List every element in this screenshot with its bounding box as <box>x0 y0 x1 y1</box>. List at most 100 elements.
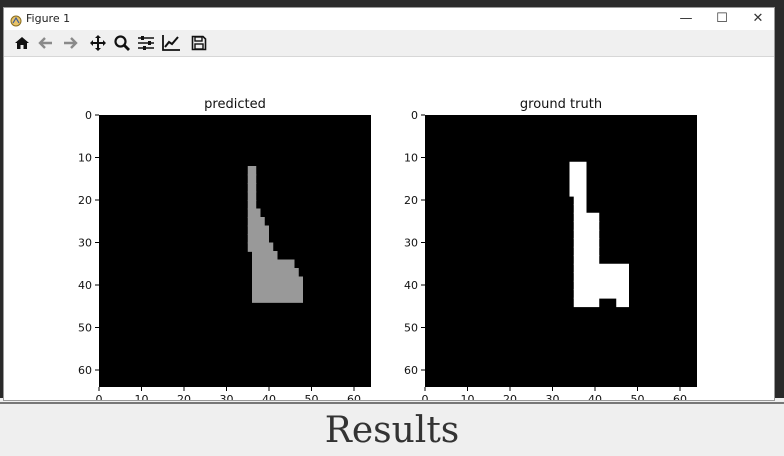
y-tick-label: 40 <box>78 279 92 292</box>
y-tick-label: 10 <box>78 152 92 165</box>
predicted-title: predicted <box>204 97 266 112</box>
y-tick-label: 20 <box>78 194 92 207</box>
y-tick-label: 0 <box>411 109 418 122</box>
background-editor-edge <box>0 8 4 408</box>
pixel-blob-0-10 <box>252 251 278 261</box>
y-tick-label: 10 <box>404 152 418 165</box>
x-tick-label: 20 <box>177 393 191 400</box>
figure-window: Figure 1 — ☐ ✕ <box>4 8 774 400</box>
save-icon <box>191 35 207 51</box>
pixel-blob-1-16 <box>573 297 600 308</box>
close-button[interactable]: ✕ <box>740 8 776 30</box>
x-tick-label: 10 <box>461 393 475 400</box>
y-tick-label: 20 <box>404 194 418 207</box>
pixel-blob-0-12 <box>252 268 299 278</box>
x-tick-label: 0 <box>96 393 103 400</box>
x-tick-label: 40 <box>588 393 602 400</box>
y-tick-label: 60 <box>78 364 92 377</box>
navigation-toolbar <box>4 30 774 57</box>
pixel-blob-0-0 <box>247 166 257 176</box>
pixel-blob-1-11 <box>573 255 600 265</box>
pixel-blob-0-6 <box>247 217 265 227</box>
minimize-icon: — <box>679 11 693 26</box>
window-title: Figure 1 <box>26 12 71 25</box>
home-button[interactable] <box>11 33 33 53</box>
pixel-blob-1-17 <box>616 297 629 308</box>
pixel-blob-0-11 <box>252 259 295 269</box>
y-tick-label: 50 <box>78 322 92 335</box>
pixel-blob-0-1 <box>247 174 257 184</box>
configure-subplots-button[interactable] <box>135 33 157 53</box>
pixel-blob-0-13 <box>252 276 303 286</box>
forward-button[interactable] <box>59 33 81 53</box>
y-tick-label: 60 <box>404 364 418 377</box>
x-tick-label: 30 <box>220 393 234 400</box>
configure-subplots-icon <box>138 36 154 50</box>
y-tick-label: 30 <box>78 237 92 250</box>
y-tick-label: 30 <box>404 237 418 250</box>
close-icon: ✕ <box>752 11 764 26</box>
pixel-blob-1-13 <box>573 272 629 282</box>
pixel-blob-1-10 <box>573 246 600 257</box>
pan-button[interactable] <box>87 33 109 53</box>
image-panel-0 <box>99 115 371 387</box>
pixel-blob-0-4 <box>247 200 257 210</box>
pixel-blob-1-3 <box>569 187 587 197</box>
pixel-blob-0-14 <box>252 285 303 295</box>
x-tick-label: 20 <box>503 393 517 400</box>
x-tick-label: 10 <box>135 393 149 400</box>
zoom-button[interactable] <box>111 33 133 53</box>
ground-truth-title: ground truth <box>519 97 603 112</box>
pixel-blob-1-1 <box>569 170 587 180</box>
pixel-blob-1-6 <box>573 212 600 223</box>
x-tick-label: 60 <box>347 393 361 400</box>
pixel-blob-0-7 <box>247 225 269 235</box>
pixel-blob-0-5 <box>247 208 261 218</box>
x-tick-label: 50 <box>631 393 645 400</box>
y-tick-label: 0 <box>85 109 92 122</box>
pixel-blob-0-8 <box>247 234 269 244</box>
pixel-blob-1-8 <box>573 229 600 240</box>
zoom-icon <box>114 35 130 51</box>
pixel-blob-1-4 <box>573 195 587 206</box>
pixel-blob-1-14 <box>573 280 629 291</box>
maximize-icon: ☐ <box>716 11 728 26</box>
image-panel-1 <box>425 115 697 387</box>
pixel-blob-0-15 <box>252 293 303 303</box>
pixel-blob-0-2 <box>247 183 257 193</box>
slide-divider <box>0 402 784 404</box>
home-icon <box>15 37 29 49</box>
figure-canvas[interactable]: predicted ground truth 0 10 20 30 40 50 60 0 10 2… <box>4 57 774 400</box>
pixel-blob-1-5 <box>573 204 587 214</box>
pan-icon <box>90 35 106 51</box>
x-tick-label: 0 <box>422 393 429 400</box>
x-tick-label: 30 <box>546 393 560 400</box>
pixel-blob-0-3 <box>247 191 257 201</box>
back-button[interactable] <box>35 33 57 53</box>
edit-axis-icon <box>162 35 180 51</box>
matplotlib-app-icon <box>10 12 22 27</box>
maximize-button[interactable]: ☐ <box>704 8 740 30</box>
pixel-blob-1-0 <box>569 161 587 172</box>
x-tick-label: 50 <box>305 393 319 400</box>
y-tick-label: 40 <box>404 279 418 292</box>
pixel-blob-1-15 <box>573 289 629 299</box>
desktop-backdrop <box>0 0 784 8</box>
pixel-blob-0-9 <box>247 242 274 252</box>
x-tick-label: 60 <box>673 393 687 400</box>
pixel-blob-1-2 <box>569 178 587 189</box>
forward-icon <box>64 37 78 49</box>
slide-caption: Results <box>324 410 460 451</box>
pixel-blob-1-7 <box>573 221 600 231</box>
save-button[interactable] <box>188 33 210 53</box>
title-bar[interactable]: Figure 1 — ☐ ✕ <box>4 8 774 30</box>
y-tick-label: 50 <box>404 322 418 335</box>
back-icon <box>38 37 52 49</box>
edit-axis-button[interactable] <box>160 33 182 53</box>
slide-area <box>0 398 784 456</box>
x-tick-label: 40 <box>262 393 276 400</box>
pixel-blob-1-9 <box>573 238 600 248</box>
minimize-button[interactable]: — <box>668 8 704 30</box>
background-editor-edge-right <box>774 8 784 408</box>
figure-plot-area: 0 10 20 30 40 50 60 0 10 20 30 40 50 60 0 10 20 30 40 50 60 0… <box>78 109 697 400</box>
